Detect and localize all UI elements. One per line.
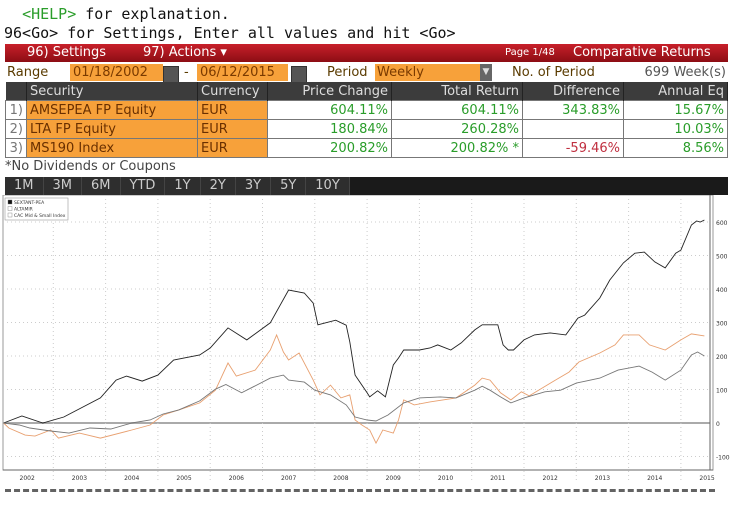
help-text: for explanation. <box>76 5 230 23</box>
price-change: 200.82% <box>267 138 392 158</box>
legend-swatch <box>7 199 13 205</box>
legend-swatch <box>7 206 13 211</box>
tab-2y[interactable]: 2Y <box>200 177 236 195</box>
annual-eq: 8.56% <box>623 138 728 158</box>
plot-area <box>2 195 714 471</box>
tab-ytd[interactable]: YTD <box>120 177 166 195</box>
series-line <box>3 219 705 424</box>
x-tick-label: 2005 <box>176 475 191 482</box>
tab-5y[interactable]: 5Y <box>271 177 307 195</box>
returns-table: Security Currency Price Change Total Ret… <box>5 82 728 158</box>
col-annual-eq: Annual Eq <box>623 82 728 101</box>
status-strip <box>5 489 715 492</box>
x-tick-label: 2006 <box>229 475 244 482</box>
security-input[interactable]: LTA FP Equity <box>26 119 198 139</box>
x-tick-label: 2015 <box>699 475 714 482</box>
series-line <box>3 333 705 445</box>
tab-1m[interactable]: 1M <box>5 177 44 195</box>
actions-menu[interactable]: 97) Actions ▾ <box>143 45 227 60</box>
price-change: 604.11% <box>267 100 392 120</box>
chevron-down-icon[interactable]: ▼ <box>480 64 492 81</box>
row-index: 3) <box>5 138 27 158</box>
range-label: Range <box>7 65 49 80</box>
num-period-label: No. of Period <box>512 65 595 80</box>
legend-label: SEXTANT-PEA <box>14 200 45 206</box>
y-tick-label: 400 <box>716 287 728 294</box>
x-tick-label: 2007 <box>281 475 296 482</box>
x-tick-label: 2013 <box>595 475 610 482</box>
range-dash: - <box>184 65 189 80</box>
start-date-input[interactable]: 01/18/2002 <box>70 64 163 81</box>
x-tick-label: 2008 <box>333 475 348 482</box>
currency-input[interactable]: EUR <box>197 100 268 120</box>
tab-10y[interactable]: 10Y <box>306 177 350 195</box>
col-security: Security <box>26 82 198 101</box>
col-total-return: Total Return <box>391 82 523 101</box>
col-price-change: Price Change <box>267 82 392 101</box>
function-toolbar: 96) Settings 97) Actions ▾ Page 1/48 Com… <box>5 44 728 62</box>
difference: 343.83% <box>522 100 624 120</box>
page-indicator: Page 1/48 <box>505 47 555 58</box>
x-tick-label: 2009 <box>386 475 401 482</box>
total-return: 260.28% <box>391 119 523 139</box>
footnote: *No Dividends or Coupons <box>5 159 176 174</box>
annual-eq: 10.03% <box>623 119 728 139</box>
num-period-value: 699 Week(s) <box>644 65 726 80</box>
total-return: 200.82% * <box>391 138 523 158</box>
x-tick-label: 2002 <box>20 475 35 482</box>
tab-1y[interactable]: 1Y <box>165 177 201 195</box>
annual-eq: 15.67% <box>623 100 728 120</box>
y-tick-label: 100 <box>716 388 728 395</box>
security-input[interactable]: MS190 Index <box>26 138 198 158</box>
period-tabs: 1M 3M 6M YTD 1Y 2Y 3Y 5Y 10Y <box>5 177 728 195</box>
tab-3y[interactable]: 3Y <box>235 177 272 195</box>
table-row[interactable]: 1) AMSEPEA FP Equity EUR 604.11% 604.11%… <box>5 100 728 120</box>
row-index: 2) <box>5 119 27 139</box>
currency-input[interactable]: EUR <box>197 119 268 139</box>
page-title: Comparative Returns <box>573 45 711 60</box>
range-bar: Range 01/18/2002 - 06/12/2015 Period Wee… <box>5 63 728 85</box>
tab-3m[interactable]: 3M <box>43 177 82 195</box>
period-label: Period <box>327 65 368 80</box>
legend <box>4 197 69 221</box>
tab-6m[interactable]: 6M <box>82 177 121 195</box>
y-tick-label: 600 <box>716 220 728 227</box>
end-date-input[interactable]: 06/12/2015 <box>197 64 288 81</box>
y-tick-label: 0 <box>716 421 720 428</box>
currency-input[interactable]: EUR <box>197 138 268 158</box>
settings-line: 96<Go> for Settings, Enter all values an… <box>4 24 456 42</box>
x-tick-label: 2012 <box>543 475 558 482</box>
returns-chart: -100 0 100 200 300 400 500 600 2002 2003 2004 2005 2… <box>2 195 730 482</box>
row-index: 1) <box>5 100 27 120</box>
y-tick-label: -100 <box>716 455 730 462</box>
help-line: <HELP> for explanation. <box>4 5 230 23</box>
table-header: Security Currency Price Change Total Ret… <box>5 82 728 101</box>
table-row[interactable]: 2) LTA FP Equity EUR 180.84% 260.28% 10.… <box>5 119 728 139</box>
legend-swatch <box>7 212 13 218</box>
help-key[interactable]: <HELP> <box>22 5 77 23</box>
settings-button[interactable]: 96) Settings <box>27 45 107 60</box>
legend-label: CAC Mid & Small Index <box>14 213 66 219</box>
y-tick-label: 300 <box>716 321 728 328</box>
table-row[interactable]: 3) MS190 Index EUR 200.82% 200.82% * -59… <box>5 138 728 158</box>
period-select[interactable]: Weekly <box>375 64 480 81</box>
series-line <box>3 351 705 434</box>
x-tick-label: 2010 <box>438 475 453 482</box>
col-currency: Currency <box>197 82 268 101</box>
difference <box>522 119 624 139</box>
legend-label: ALTAMIR <box>14 207 33 213</box>
difference: -59.46% <box>522 138 624 158</box>
x-tick-label: 2004 <box>124 475 139 482</box>
x-tick-label: 2003 <box>72 475 87 482</box>
price-change: 180.84% <box>267 119 392 139</box>
security-input[interactable]: AMSEPEA FP Equity <box>26 100 198 120</box>
x-tick-label: 2011 <box>490 475 505 482</box>
y-tick-label: 500 <box>716 254 728 261</box>
total-return: 604.11% <box>391 100 523 120</box>
col-difference: Difference <box>522 82 624 101</box>
x-tick-label: 2014 <box>647 475 662 482</box>
y-tick-label: 200 <box>716 354 728 361</box>
